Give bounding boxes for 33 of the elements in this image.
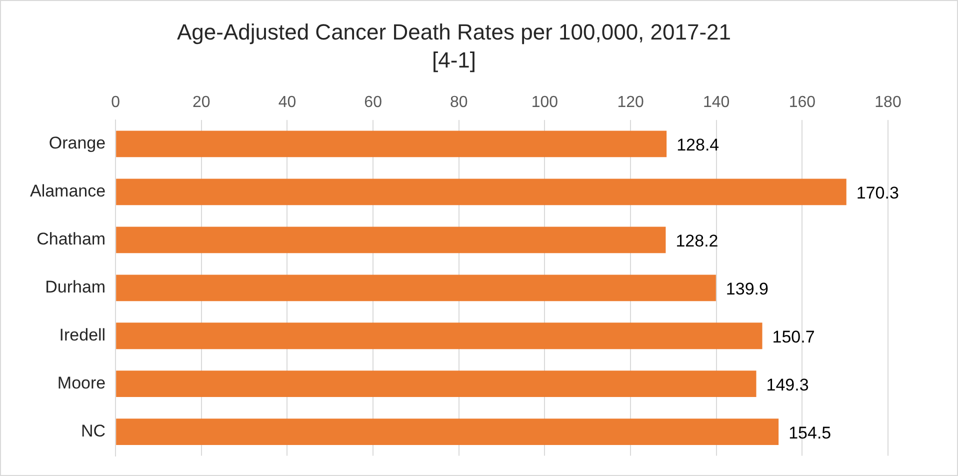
data-label: 128.2 [676,232,718,251]
bar [116,178,846,206]
x-tick-label: 140 [703,94,730,111]
x-tick-label: 120 [617,94,644,111]
bar [116,226,666,254]
bar [116,274,716,302]
y-tick-label: Orange [48,134,106,153]
y-tick-label: NC [81,422,106,440]
data-label: 149.3 [766,376,809,395]
y-tick-label: Alamance [30,182,106,201]
x-tick-label: 180 [874,94,902,111]
x-tick-label: 60 [364,94,382,111]
x-tick-label: 40 [278,94,296,111]
y-tick-label: Chatham [36,230,106,249]
data-label: 139.9 [726,280,768,299]
chart-title: Age-Adjusted Cancer Death Rates per 100,000, 2017-21 [176,19,732,44]
chart-subtitle: [4-1] [432,48,476,73]
y-tick-label: Moore [57,374,106,393]
bar [116,370,756,398]
bar [116,130,667,158]
x-tick-label: 20 [192,94,210,111]
data-label: 170.3 [856,184,899,203]
y-tick-label: Durham [45,278,106,297]
x-tick-label: 160 [788,94,816,111]
x-tick-label: 0 [111,94,120,111]
data-label: 128.4 [676,136,720,155]
bar [116,322,762,350]
bar [116,418,779,446]
data-label: 150.7 [772,328,815,347]
x-tick-label: 80 [450,94,468,111]
x-tick-label: 100 [531,94,558,111]
y-tick-label: Iredell [59,326,106,345]
data-label: 154.5 [788,424,832,442]
